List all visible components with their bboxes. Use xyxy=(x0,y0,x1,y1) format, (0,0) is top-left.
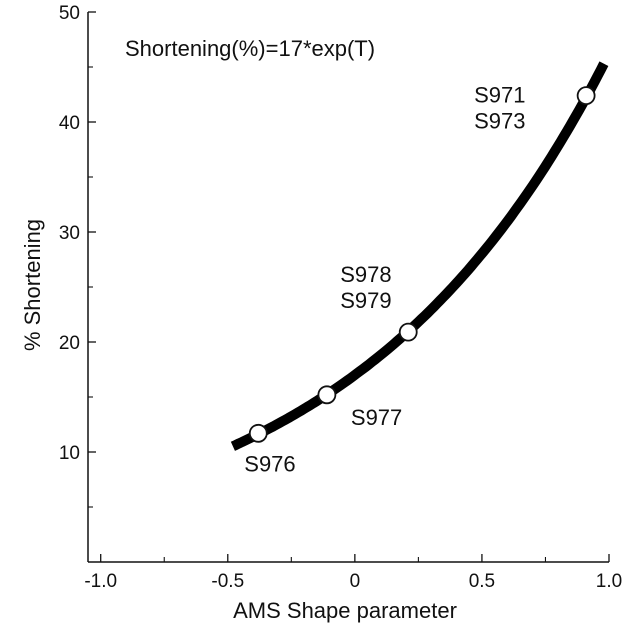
point-label-2-0: S978 xyxy=(340,262,391,287)
y-tick-label-0: 10 xyxy=(59,443,80,464)
y-tick-label-3: 40 xyxy=(59,113,80,134)
y-tick-label-4: 50 xyxy=(59,3,80,24)
point-label-3-0: S971 xyxy=(474,83,525,108)
x-axis-title: AMS Shape parameter xyxy=(233,598,457,623)
points-layer xyxy=(248,86,596,443)
curve-layer xyxy=(230,61,609,451)
point-label-2-1: S979 xyxy=(340,288,391,313)
point-label-1-0: S977 xyxy=(351,405,402,430)
equation-annotation: Shortening(%)=17*exp(T) xyxy=(125,36,375,61)
point-label-3-1: S973 xyxy=(474,109,525,134)
data-point-2 xyxy=(398,322,418,342)
point-label-0-0: S976 xyxy=(244,451,295,476)
data-point-0 xyxy=(248,423,268,443)
data-point-1 xyxy=(317,385,337,405)
x-tick-label-0: -1.0 xyxy=(84,571,117,592)
y-tick-label-2: 30 xyxy=(59,223,80,244)
y-tick-label-1: 20 xyxy=(59,333,80,354)
x-tick-label-3: 0.5 xyxy=(469,571,495,592)
shortening-curve xyxy=(230,61,609,451)
x-tick-label-4: 1.0 xyxy=(596,571,622,592)
x-tick-label-1: -0.5 xyxy=(211,571,244,592)
y-axis-title: % Shortening xyxy=(20,219,45,351)
x-tick-label-2: 0 xyxy=(350,571,361,592)
ticks: -1.0 -0.5 0 0.5 1.0 10 20 30 40 50 xyxy=(59,3,622,592)
data-point-3 xyxy=(576,86,596,105)
